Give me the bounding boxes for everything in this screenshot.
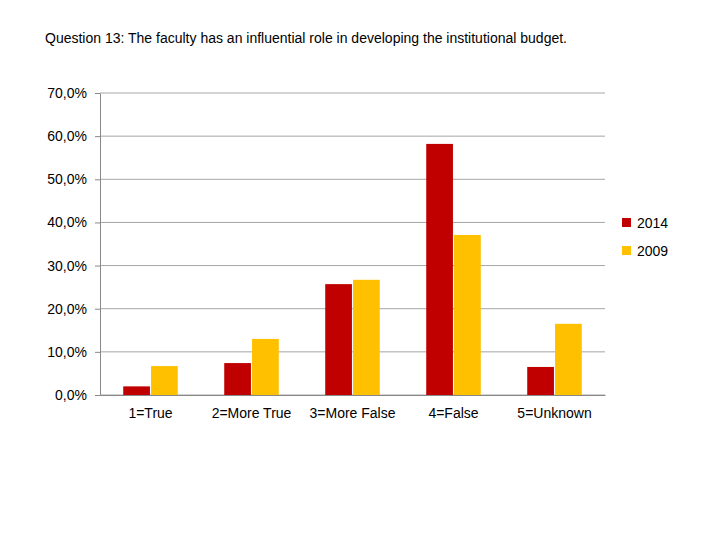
bar: [426, 144, 453, 395]
y-tick-label: 20,0%: [47, 301, 87, 317]
y-tick: 20,0%: [47, 301, 100, 317]
bar: [555, 324, 582, 395]
y-tick: 10,0%: [47, 344, 100, 360]
grid-line: [100, 93, 605, 94]
legend-label: 2009: [637, 243, 668, 259]
x-tick: 1=True: [128, 405, 172, 421]
y-tick: 70,0%: [47, 85, 100, 101]
y-tick-mark: [95, 136, 100, 137]
y-tick-label: 70,0%: [47, 85, 87, 101]
bar: [123, 386, 150, 395]
y-axis: 0,0% 10,0% 20,0% 30,0% 40,0% 50,0% 60,0% 70,0%: [47, 85, 100, 403]
title: Question 13: The faculty has an influent…: [45, 30, 567, 46]
bar: [353, 280, 380, 395]
legend-swatch: [622, 218, 631, 227]
bar: [527, 367, 554, 395]
y-tick: 50,0%: [47, 171, 100, 187]
x-axis: 1=True 2=More True 3=More False 4=False 5=Un…: [101, 396, 606, 421]
grid-line: [100, 308, 605, 309]
y-tick-label: 50,0%: [47, 171, 87, 187]
legend: 2014 2009: [622, 215, 668, 259]
legend-swatch: [622, 246, 631, 255]
y-tick: 30,0%: [47, 258, 100, 274]
legend-label: 2014: [637, 215, 668, 231]
bar-series: [151, 235, 582, 395]
grid-line: [100, 136, 605, 137]
chart: Question 13: The faculty has an influent…: [0, 0, 720, 540]
x-tick-label: 3=More False: [310, 405, 396, 421]
x-tick: 5=Unknown: [517, 405, 591, 421]
x-tick: 2=More True: [212, 405, 292, 421]
x-tick: 4=False: [428, 405, 478, 421]
x-tick-label: 2=More True: [212, 405, 292, 421]
x-axis-line: [101, 395, 606, 396]
y-tick-mark: [95, 395, 100, 396]
y-tick-mark: [95, 266, 100, 267]
y-tick-label: 0,0%: [55, 387, 87, 403]
x-tick: 3=More False: [310, 405, 396, 421]
x-tick-label: 1=True: [128, 405, 172, 421]
x-tick-label: 4=False: [428, 405, 478, 421]
y-tick-mark: [95, 352, 100, 353]
grid-line: [100, 179, 605, 180]
legend-item: 2014: [622, 215, 668, 231]
y-tick-label: 10,0%: [47, 344, 87, 360]
y-tick-mark: [95, 222, 100, 223]
grid-line: [100, 351, 605, 352]
y-tick-label: 30,0%: [47, 258, 87, 274]
y-tick: 0,0%: [55, 387, 100, 403]
y-axis-line: [100, 94, 101, 396]
grid-line: [100, 222, 605, 223]
y-tick-label: 40,0%: [47, 214, 87, 230]
y-tick-label: 60,0%: [47, 128, 87, 144]
bar: [454, 235, 481, 395]
bar-series: [123, 144, 554, 395]
legend-item: 2009: [622, 243, 668, 259]
bars: [123, 144, 582, 395]
x-tick-label: 5=Unknown: [517, 405, 591, 421]
bar: [325, 284, 352, 395]
plot: 0,0% 10,0% 20,0% 30,0% 40,0% 50,0% 60,0% 70,0% 1…: [47, 85, 605, 421]
y-tick-mark: [95, 93, 100, 94]
y-tick-mark: [95, 179, 100, 180]
grid: [100, 93, 605, 395]
y-tick: 40,0%: [47, 214, 100, 230]
bar: [151, 366, 178, 395]
bar: [252, 339, 279, 395]
bar: [224, 363, 251, 395]
y-tick: 60,0%: [47, 128, 100, 144]
y-tick-mark: [95, 309, 100, 310]
grid-line: [100, 265, 605, 266]
